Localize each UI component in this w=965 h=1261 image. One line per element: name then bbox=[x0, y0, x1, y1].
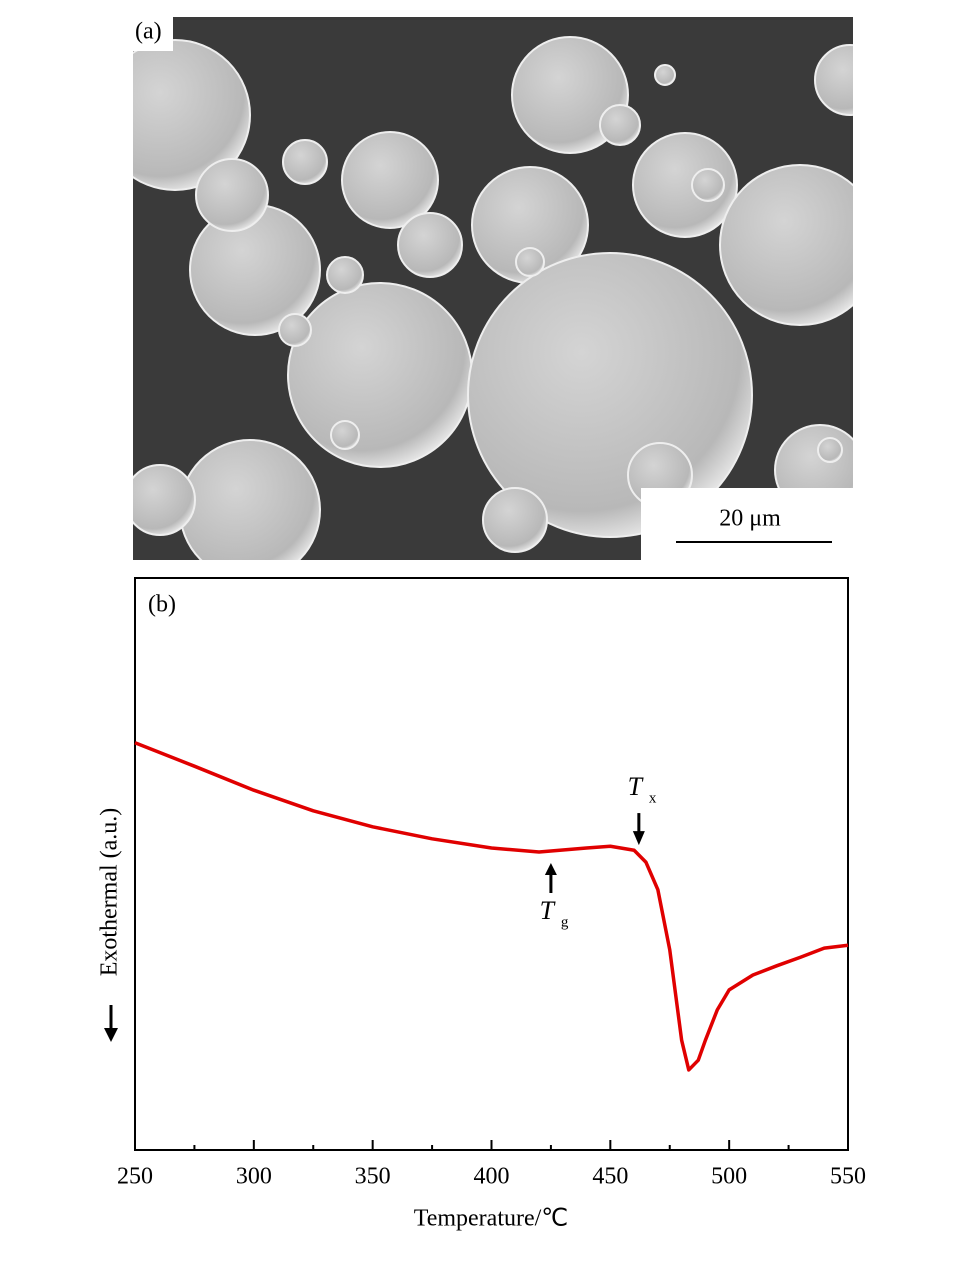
x-tick-label: 300 bbox=[236, 1164, 272, 1190]
particle bbox=[326, 256, 364, 294]
annotation-arrowhead bbox=[632, 831, 645, 846]
data-line bbox=[134, 741, 849, 1072]
particle bbox=[599, 104, 641, 146]
x-tick-label: 450 bbox=[592, 1164, 628, 1190]
panel-label: (a) bbox=[135, 19, 162, 45]
annotation-arrowhead bbox=[544, 862, 557, 875]
annotation-subscript: g bbox=[561, 914, 569, 930]
particle bbox=[341, 131, 439, 229]
particle bbox=[482, 487, 548, 553]
particle bbox=[179, 439, 321, 560]
particle bbox=[133, 464, 196, 536]
panel-label: (b) bbox=[148, 592, 176, 618]
x-tick-label: 500 bbox=[711, 1164, 747, 1190]
particles bbox=[133, 36, 853, 560]
label-box bbox=[133, 17, 173, 51]
x-tick-label: 350 bbox=[355, 1164, 391, 1190]
x-tick-label: 550 bbox=[830, 1164, 866, 1190]
scale-bar-label: 20 μm bbox=[719, 506, 781, 532]
annotation-text: T bbox=[540, 896, 556, 925]
particle bbox=[278, 313, 312, 347]
sem-image bbox=[133, 17, 853, 560]
y-direction-arrow bbox=[104, 1005, 118, 1042]
particle bbox=[719, 164, 853, 326]
particle bbox=[330, 420, 360, 450]
particle bbox=[632, 132, 738, 238]
particle bbox=[654, 64, 676, 86]
arrow-head bbox=[104, 1028, 118, 1042]
particle bbox=[397, 212, 463, 278]
x-axis-label: Temperature/℃ bbox=[414, 1206, 569, 1232]
particle bbox=[814, 44, 853, 116]
annotation-text: T bbox=[628, 772, 644, 801]
particle bbox=[817, 437, 843, 463]
particle bbox=[287, 282, 473, 468]
x-tick-label: 250 bbox=[117, 1164, 153, 1190]
particle bbox=[195, 158, 269, 232]
particle bbox=[511, 36, 629, 154]
plot-frame bbox=[134, 577, 849, 1151]
particle bbox=[282, 139, 328, 185]
particle bbox=[133, 39, 251, 191]
x-tick-label: 400 bbox=[474, 1164, 510, 1190]
particle bbox=[691, 168, 725, 202]
annotation-subscript: x bbox=[649, 791, 657, 807]
scale-bar-box bbox=[641, 488, 853, 560]
y-axis-label: Exothermal (a.u.) bbox=[97, 808, 123, 977]
particle bbox=[515, 247, 545, 277]
